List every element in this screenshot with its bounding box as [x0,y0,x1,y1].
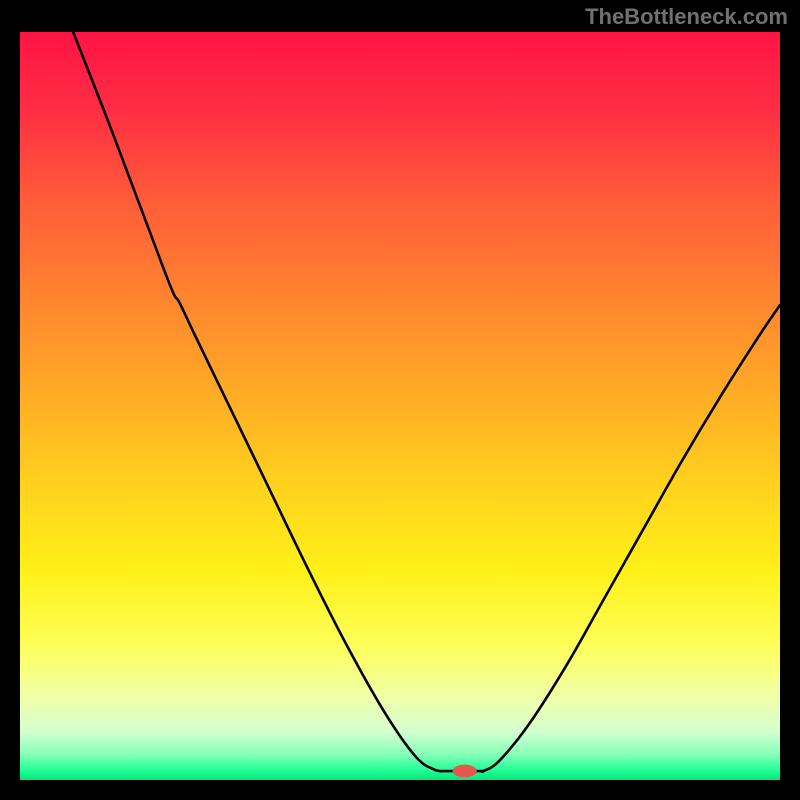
watermark-text: TheBottleneck.com [585,4,788,30]
gradient-background [20,32,780,780]
optimum-marker [452,765,476,778]
chart-plot-area [20,32,780,780]
